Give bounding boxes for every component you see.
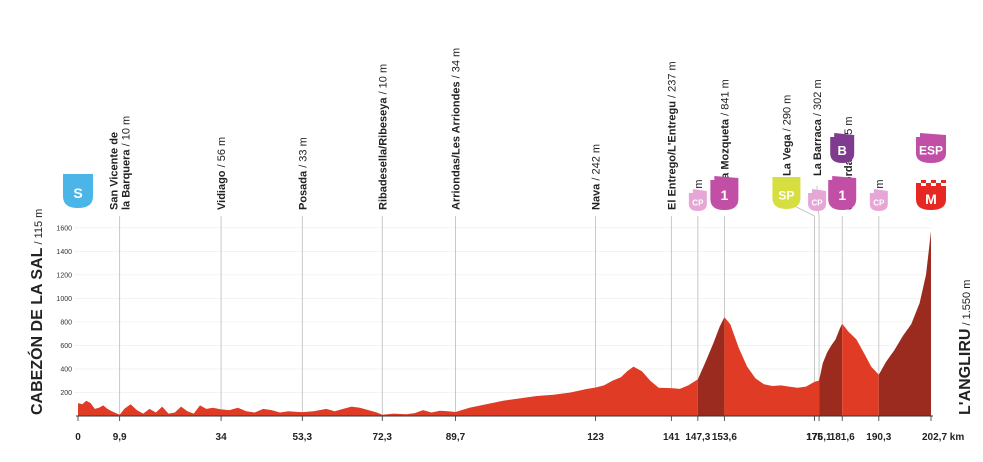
marker-shape	[710, 176, 739, 210]
place-label: Posada / 33 m	[297, 137, 309, 210]
profile-segment	[819, 323, 843, 416]
marker-label: B	[838, 143, 847, 158]
place-label: San Vicente de la Barquera / 10 m	[109, 116, 133, 210]
profile-segment	[878, 231, 931, 416]
marker-label: SP	[778, 189, 794, 203]
marker-label: CP	[692, 198, 704, 207]
grid-lines	[74, 227, 931, 393]
marker-shape	[688, 189, 707, 211]
x-tick-label: 202,7 km	[922, 432, 964, 443]
marker-shape	[828, 176, 857, 210]
place-name: El Entrego/L'Entregu / 237 m	[666, 61, 678, 210]
marker-cp: CP	[869, 189, 888, 211]
marker-shape	[916, 180, 946, 210]
place-name: La Barraca / 302 m	[812, 79, 824, 176]
start-name: CABEZÓN DE LA SAL / 115 m	[27, 209, 46, 415]
marker-sprint: SP	[772, 177, 801, 209]
marker-label: S	[73, 185, 82, 201]
place-label: Arriondas/Les Arriondes / 34 m	[450, 48, 462, 210]
start-label: CABEZÓN DE LA SAL / 115 m	[27, 209, 46, 415]
place-name: Ribadesella/Ribeseya / 10 m	[377, 64, 389, 210]
marker-label: ESP	[919, 144, 943, 158]
x-tick-label: 72,3	[373, 432, 393, 443]
y-tick-label: 1000	[56, 296, 72, 303]
checker-cell	[931, 183, 936, 186]
marker-finish: M	[916, 180, 946, 210]
place-label: La Vega / 290 m	[781, 95, 793, 176]
x-tick-label: 0	[75, 432, 81, 443]
marker-start: S	[63, 174, 93, 208]
marker-bonus: B	[830, 133, 855, 163]
marker-mountain: 1	[710, 176, 739, 210]
marker-shape	[63, 174, 93, 208]
profile-segment	[78, 366, 698, 416]
x-tick-label: 181,6	[830, 432, 855, 443]
y-axis-labels: 200 400 600 800 1000 1200 1400 1600	[56, 225, 72, 397]
checker-cell	[936, 180, 941, 183]
place-label: Nava / 242 m	[591, 144, 603, 210]
start-finish-labels: CABEZÓN DE LA SAL / 115 m L'ANGLIRU / 1.5…	[27, 209, 974, 415]
y-tick-label: 800	[60, 319, 72, 326]
marker-shape	[916, 133, 946, 163]
marker-shape	[808, 189, 827, 211]
checker-cell	[921, 183, 926, 186]
x-tick-label: 53,3	[293, 432, 313, 443]
start-altitude: / 115 m	[33, 209, 45, 248]
place-name: La Vega / 290 m	[781, 95, 793, 176]
y-tick-label: 200	[60, 390, 72, 397]
marker-label: 1	[838, 187, 846, 203]
marker-cp: CP	[808, 189, 827, 211]
y-tick-label: 1200	[56, 272, 72, 279]
y-tick-label: 400	[60, 366, 72, 373]
marker-label: CP	[811, 198, 823, 207]
x-tick-label: 153,6	[712, 432, 737, 443]
marker-shape	[830, 133, 855, 163]
finish-name: L'ANGLIRU / 1.550 m	[957, 280, 974, 415]
place-name: Arriondas/Les Arriondes / 34 m	[450, 48, 462, 210]
place-label: Ribadesella/Ribeseya / 10 m	[377, 64, 389, 210]
checker-cell	[926, 180, 931, 183]
x-tick-label: 123	[587, 432, 604, 443]
place-label: Vidiago / 56 m	[216, 137, 228, 210]
marker-label: 1	[720, 187, 728, 203]
x-tick-label: 190,3	[866, 432, 891, 443]
x-tick-label: 89,7	[446, 432, 466, 443]
elevation-profile	[78, 231, 931, 416]
place-lines	[119, 186, 880, 415]
checker-cell	[916, 180, 921, 183]
place-name: Vidiago / 56 m	[216, 137, 228, 210]
place-labels: San Vicente de la Barquera / 10 m Vidiago …	[109, 48, 886, 210]
x-axis-labels: 0 9,9 34 53,3 72,3 89,7 123 141 147,3 153,6 175176…	[75, 416, 964, 443]
place-name: Nava / 242 m	[591, 144, 603, 210]
place-name: San Vicente de	[109, 132, 121, 210]
checker-cell	[941, 183, 946, 186]
marker-esp: ESP	[916, 133, 946, 163]
marker-label: CP	[873, 198, 885, 207]
finish-altitude: / 1.550 m	[961, 280, 973, 329]
x-tick-label: 9,9	[113, 432, 127, 443]
marker-cp: CP	[688, 189, 707, 211]
x-tick-label: 141	[663, 432, 680, 443]
place-name: Posada / 33 m	[297, 137, 309, 210]
x-tick-label: 34	[216, 432, 228, 443]
marker-mountain: 1	[828, 176, 857, 210]
profile-segment	[842, 323, 879, 416]
marker-shape	[772, 177, 801, 209]
x-tick-label: 147,3	[685, 432, 710, 443]
y-tick-label: 1600	[56, 225, 72, 232]
profile-segment	[697, 317, 725, 416]
place-label: El Entrego/L'Entregu / 237 m	[666, 61, 678, 210]
y-tick-label: 600	[60, 343, 72, 350]
marker-label: M	[925, 191, 937, 207]
stage-markers: S CP 1 SP CP 1 B CP M ESP	[63, 133, 946, 211]
y-tick-label: 1400	[56, 249, 72, 256]
marker-shape	[869, 189, 888, 211]
x-tick-label: 176,1	[807, 432, 832, 443]
place-name: la Barquera / 10 m	[121, 116, 133, 210]
x-tick-label: 175	[806, 432, 823, 443]
profile-segment	[724, 317, 820, 416]
finish-label: L'ANGLIRU / 1.550 m	[957, 280, 974, 415]
place-label: La Barraca / 302 m	[812, 79, 824, 176]
